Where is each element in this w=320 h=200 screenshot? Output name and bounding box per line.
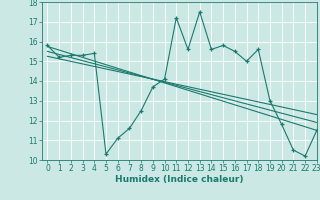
X-axis label: Humidex (Indice chaleur): Humidex (Indice chaleur)	[115, 175, 244, 184]
